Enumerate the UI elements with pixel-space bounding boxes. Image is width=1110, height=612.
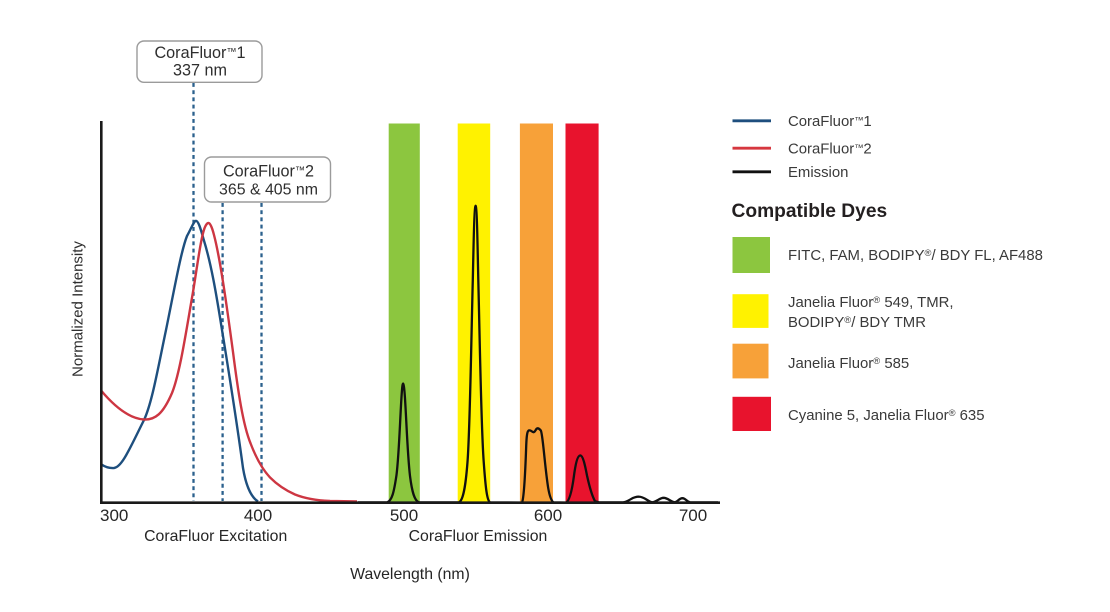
svg-text:500: 500: [390, 506, 418, 525]
svg-text:Janelia Fluor® 549, TMR,: Janelia Fluor® 549, TMR,: [788, 295, 954, 311]
svg-text:CoraFluor™2: CoraFluor™2: [223, 162, 314, 180]
svg-text:CoraFluor Excitation: CoraFluor Excitation: [144, 528, 287, 545]
svg-text:CoraFluor™1: CoraFluor™1: [154, 44, 245, 62]
svg-text:Cyanine 5, Janelia Fluor® 635: Cyanine 5, Janelia Fluor® 635: [788, 408, 984, 424]
svg-text:337 nm: 337 nm: [173, 61, 227, 79]
svg-text:Wavelength (nm): Wavelength (nm): [350, 566, 470, 583]
svg-text:365 & 405 nm: 365 & 405 nm: [219, 181, 318, 198]
svg-text:600: 600: [534, 506, 562, 525]
svg-text:300: 300: [100, 506, 128, 525]
svg-text:Janelia Fluor® 585: Janelia Fluor® 585: [788, 356, 909, 372]
svg-text:FITC, FAM, BODIPY®/ BDY FL, AF: FITC, FAM, BODIPY®/ BDY FL, AF488: [788, 248, 1043, 264]
svg-text:700: 700: [679, 506, 707, 525]
svg-text:400: 400: [244, 506, 272, 525]
svg-text:Emission: Emission: [788, 165, 848, 181]
svg-text:BODIPY®/ BDY TMR: BODIPY®/ BDY TMR: [788, 315, 926, 331]
svg-text:CoraFluor™1: CoraFluor™1: [788, 114, 872, 130]
svg-text:Normalized Intensity: Normalized Intensity: [70, 241, 87, 377]
svg-text:CoraFluor Emission: CoraFluor Emission: [409, 528, 548, 545]
svg-text:CoraFluor™2: CoraFluor™2: [788, 142, 872, 158]
svg-text:Compatible Dyes: Compatible Dyes: [732, 201, 888, 222]
